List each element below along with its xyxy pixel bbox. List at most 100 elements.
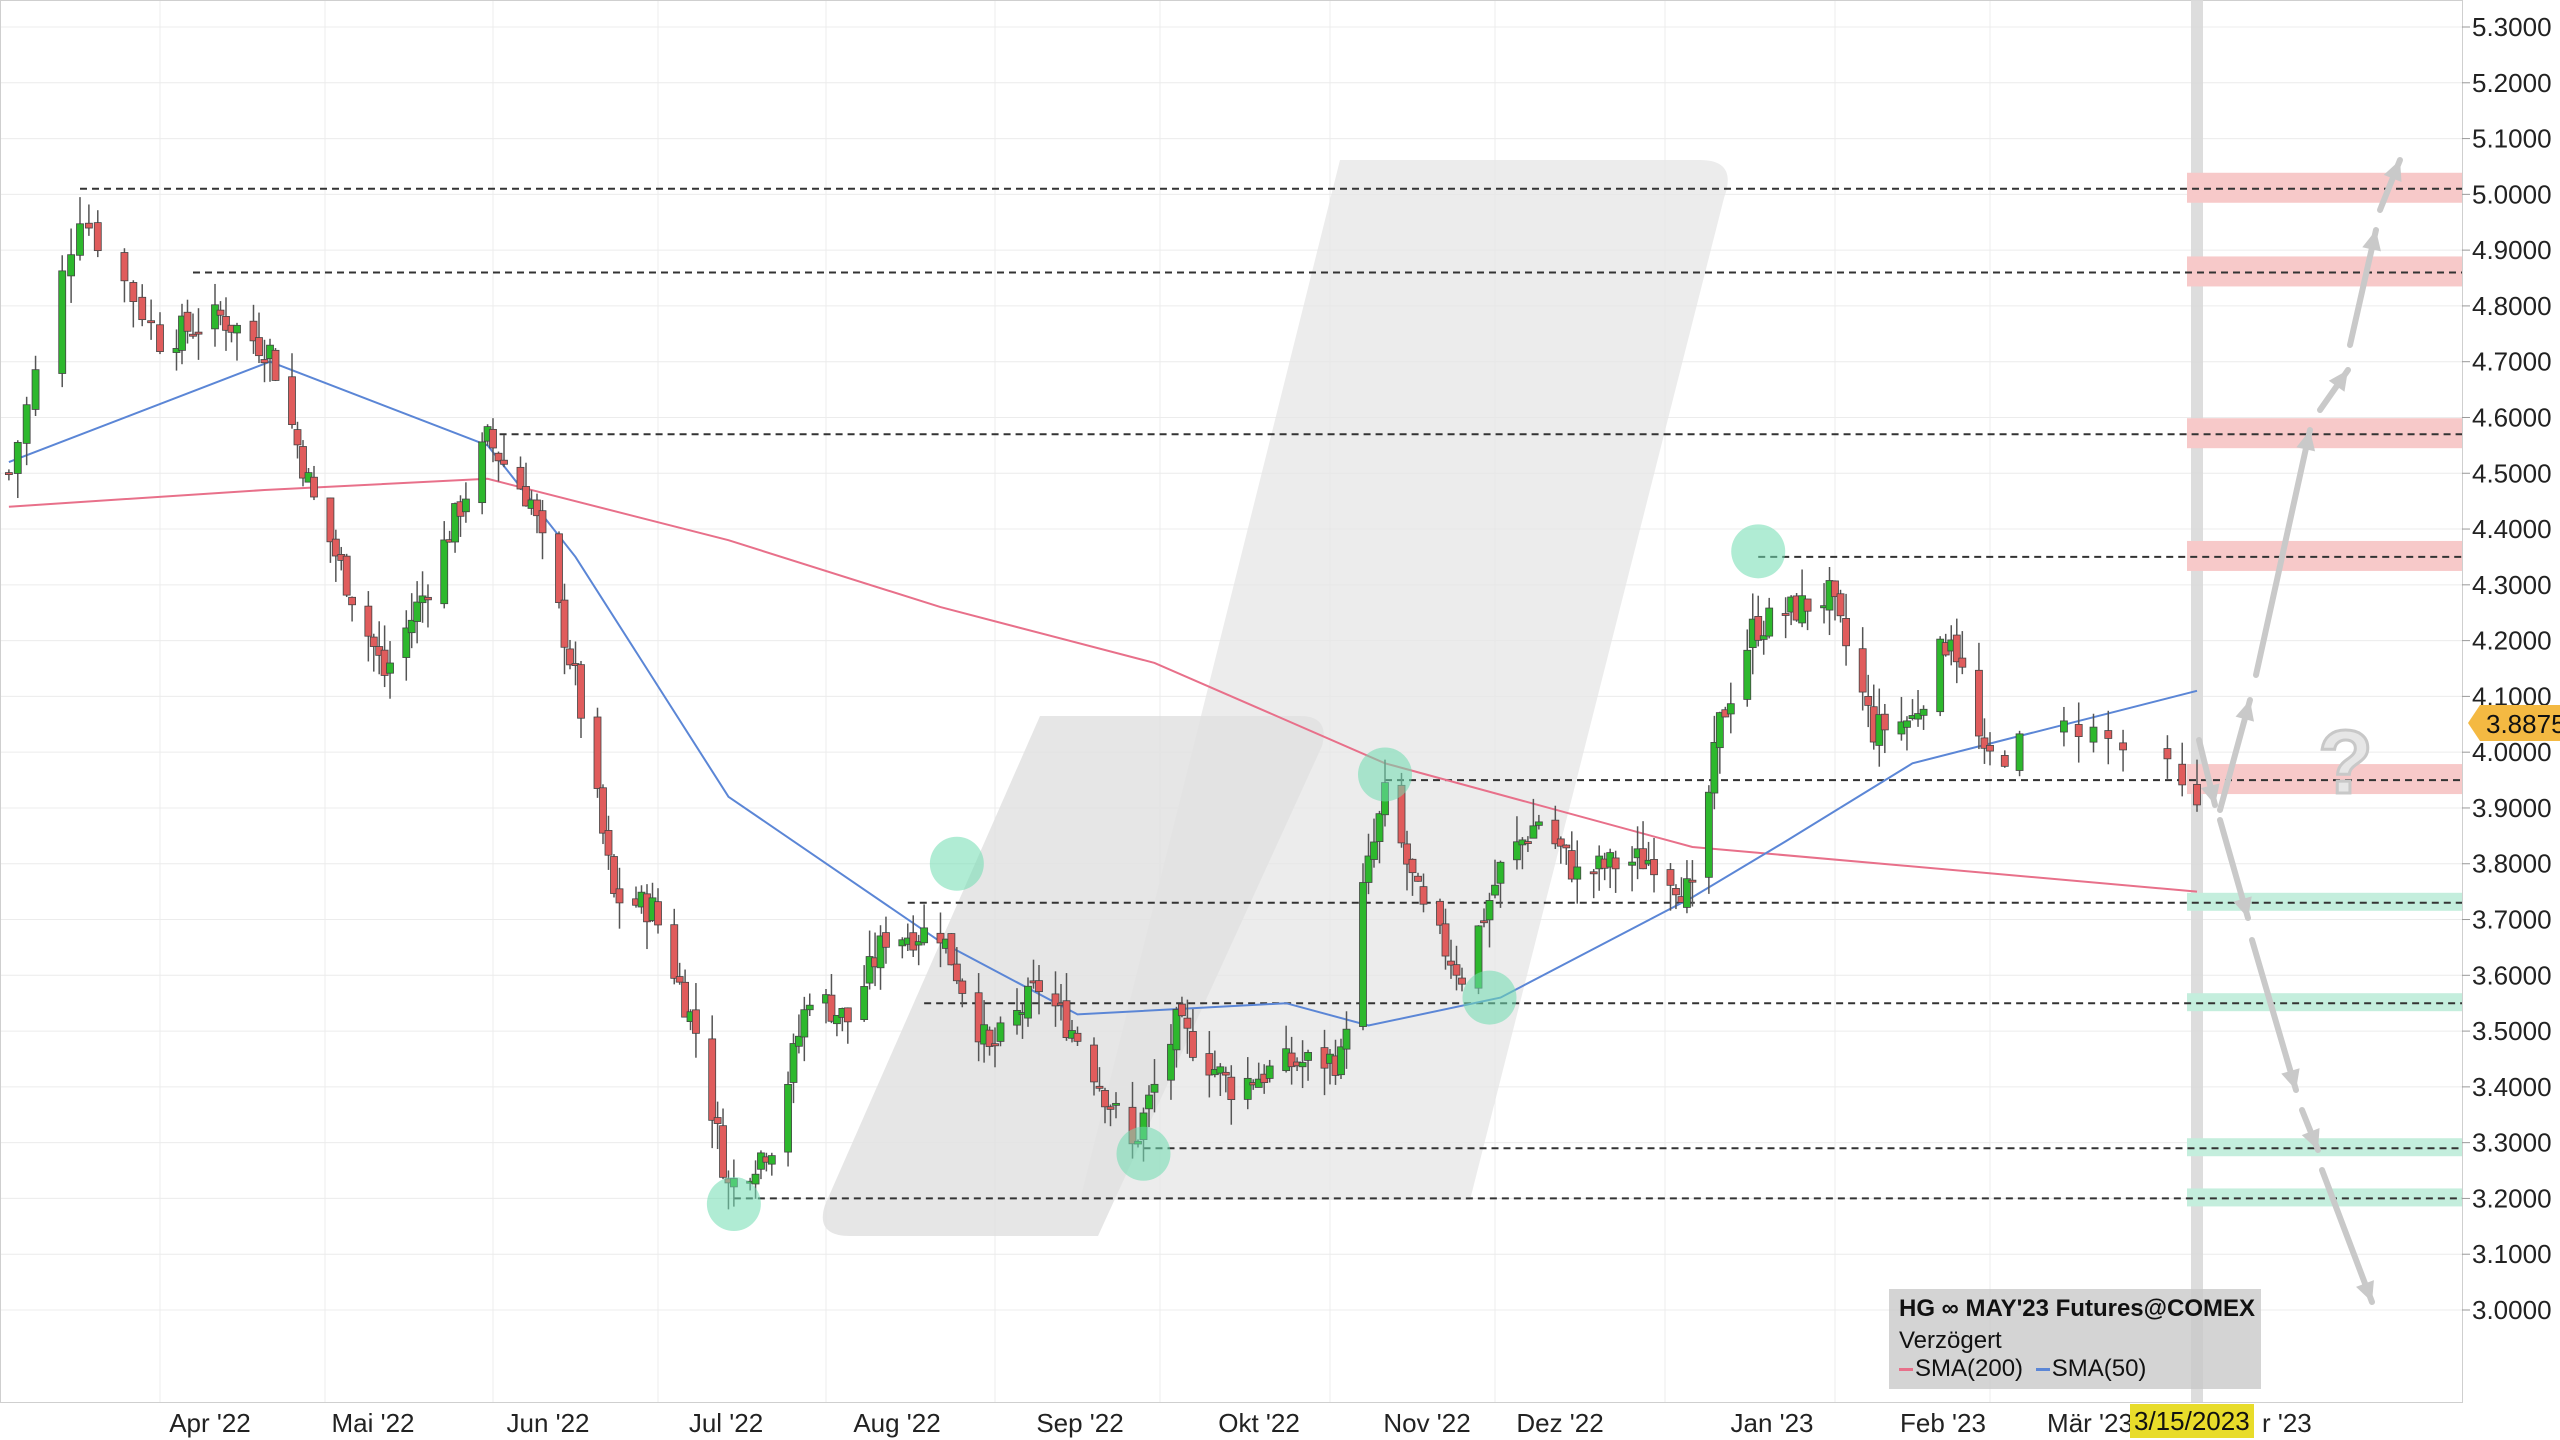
candle-body [58,270,67,374]
candle-body [1101,1090,1109,1108]
scenario-arrows [2196,157,2403,1305]
candle-body [178,315,186,351]
candle-body [1513,841,1521,861]
candle-body [326,497,335,543]
candle-body [1051,993,1060,1007]
candle-body [76,223,84,256]
candle-body [1573,866,1582,880]
candle-body [1073,1032,1082,1042]
candle-body [1650,859,1658,876]
candle-body [654,901,662,926]
candle-body [593,716,602,789]
candle-body [1936,638,1945,713]
candle-body [1639,848,1647,870]
delayed-status: Verzögert [1899,1327,2002,1354]
candle-body [860,986,869,1020]
y-tick-label: 4.9000 [2472,235,2552,265]
candle-body [293,429,302,446]
deco-bar [822,716,1324,1236]
candle-body [1524,841,1532,844]
candle-body [555,533,563,603]
candle-body [1265,1065,1274,1079]
candle-body [1836,593,1845,617]
candle-body [1298,1062,1307,1068]
x-tick-label: Okt '22 [1218,1408,1300,1438]
candle-body [876,935,885,969]
candle-body [1480,920,1488,924]
candle-body [138,296,147,321]
sma200-swatch [1899,1368,1913,1372]
candle-body [156,324,164,352]
support-zone [2187,993,2462,1012]
candle-body [985,1029,994,1047]
instrument-name: HG ∞ MAY'23 Futures@COMEX [1899,1295,2256,1322]
candle-body [1831,580,1839,598]
candle-body [1221,1071,1230,1076]
y-tick-label: 5.2000 [2472,68,2552,98]
candle-body [1485,900,1494,921]
x-tick-label: Mai '22 [331,1408,414,1438]
sma200-line [8,477,2198,893]
candle-body [386,662,394,674]
candle-body [478,441,487,504]
candle-body [1842,618,1850,647]
candle-body [610,856,618,894]
candle-body [1370,841,1378,860]
resistance-zone [2187,256,2462,287]
candle-body [958,980,967,994]
candle-body [1975,669,1983,737]
candle-body [407,619,416,634]
candle-body [4,472,13,475]
candle-body [183,311,192,332]
x-tick-label: Mär '23 [2047,1408,2133,1438]
candle-body [560,599,569,648]
candle-body [1452,964,1461,976]
candle-body [533,499,541,517]
candle-body [1441,923,1450,957]
arrow-head [2235,700,2255,722]
y-tick-label: 4.8000 [2472,291,2552,321]
last-price-tag: 3.8875 [2468,705,2560,741]
candle-body [1903,720,1911,728]
candle-body [211,304,219,330]
y-tick-label: 3.9000 [2472,793,2552,823]
arrow-head [2356,1280,2374,1302]
candle-body [331,538,340,557]
candle-body [299,446,307,479]
candle-body [1403,843,1411,865]
candle-body [260,359,269,364]
y-tick-label: 3.6000 [2472,960,2552,990]
candle-body [708,1038,717,1121]
candle-body [1287,1052,1296,1068]
x-tick-label: Aug '22 [853,1408,940,1438]
candle-body [2060,720,2068,733]
arrow-head [2281,1068,2300,1090]
candle-body [1919,708,1928,716]
candle-body [952,963,961,982]
candle-body [833,1014,841,1025]
x-tick-label: Apr '22 [169,1408,251,1438]
candle-body [1781,613,1790,616]
y-tick-label: 3.0000 [2472,1295,2552,1325]
candle-body [1897,721,1906,735]
candle-body [800,1009,809,1038]
candle-body [1958,657,1967,668]
candle-body [1167,1043,1175,1081]
y-tick-label: 5.0000 [2472,179,2552,209]
candle-body [914,941,923,946]
candle-body [1304,1052,1312,1061]
candle-body [1227,1076,1236,1100]
scenario-arrow [2249,937,2299,1093]
candle-body [1106,1106,1115,1110]
x-tick-label: Dez '22 [1516,1408,1603,1438]
candle-body [805,1004,814,1011]
candle-body [233,324,241,334]
candle-body [670,924,679,979]
candle-body [500,459,508,465]
candle-body [947,933,956,966]
x-tick-label: Sep '22 [1036,1408,1123,1438]
candle-body [795,1035,803,1047]
candle-body [751,1173,760,1185]
arrow-head [2233,896,2252,918]
